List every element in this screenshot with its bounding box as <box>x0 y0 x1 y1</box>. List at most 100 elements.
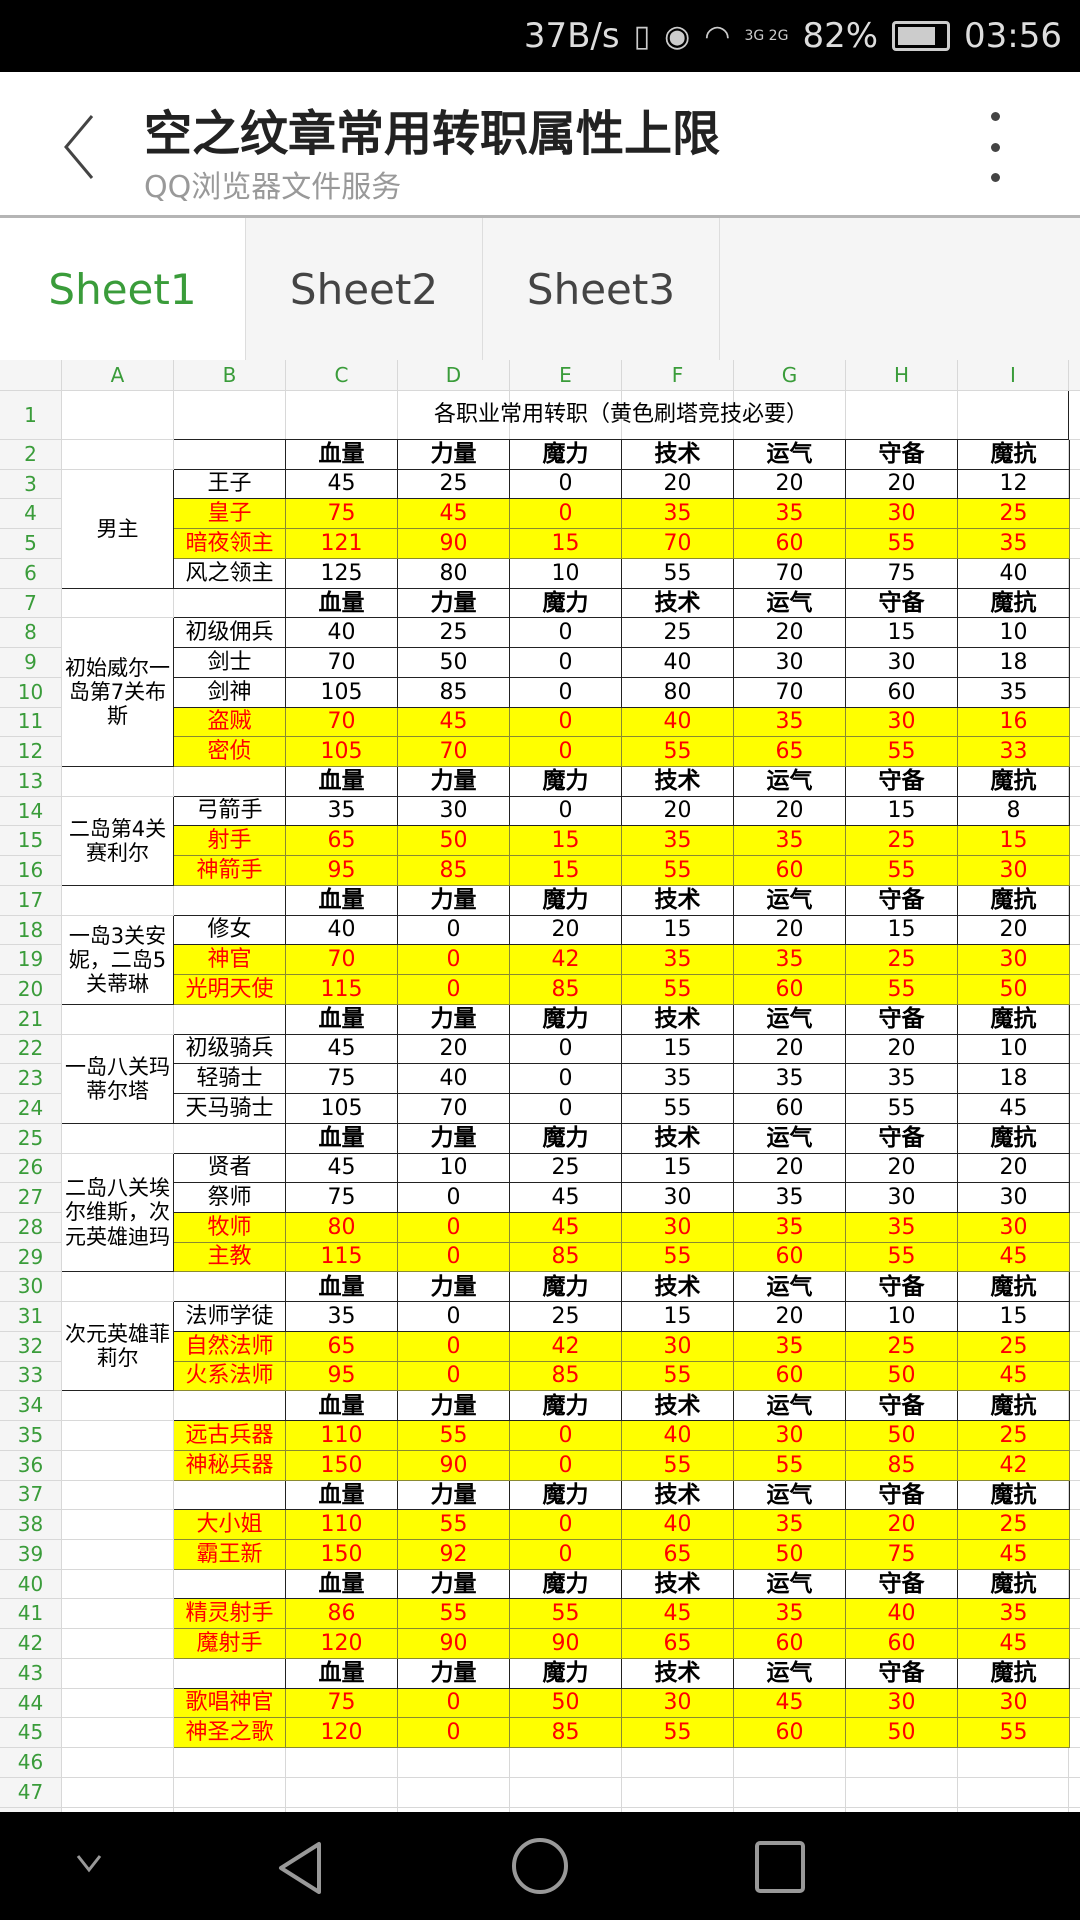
stat-value-cell[interactable]: 60 <box>734 1629 846 1659</box>
stat-value-cell[interactable]: 65 <box>286 1331 398 1362</box>
stat-header-cell[interactable]: 力量 <box>398 767 510 797</box>
stat-value-cell[interactable]: 75 <box>286 1183 398 1213</box>
stat-value-cell[interactable]: 30 <box>846 707 958 738</box>
row-header[interactable]: 33 <box>0 1361 62 1392</box>
grid-cell[interactable] <box>62 1688 174 1719</box>
stat-header-cell[interactable]: 血量 <box>286 440 398 470</box>
stat-value-cell[interactable]: 35 <box>734 1183 846 1213</box>
grid-cell[interactable] <box>62 391 174 440</box>
stat-value-cell[interactable]: 20 <box>734 796 846 827</box>
blank-label-cell[interactable] <box>174 588 286 619</box>
grid-cell[interactable] <box>958 1777 1069 1808</box>
stat-header-cell[interactable]: 魔抗 <box>958 1004 1070 1035</box>
grid-cell[interactable] <box>1069 1659 1080 1689</box>
stat-value-cell[interactable]: 42 <box>958 1450 1070 1481</box>
stat-value-cell[interactable]: 35 <box>846 1064 958 1095</box>
grid-cell[interactable] <box>734 1777 846 1808</box>
stat-header-cell[interactable]: 力量 <box>398 1569 510 1600</box>
stat-header-cell[interactable]: 魔抗 <box>958 1480 1070 1511</box>
stat-header-cell[interactable]: 技术 <box>622 1658 734 1689</box>
class-name-cell[interactable]: 初级佣兵 <box>174 618 286 649</box>
stat-header-cell[interactable]: 血量 <box>286 1658 398 1689</box>
stat-header-cell[interactable]: 血量 <box>286 885 398 916</box>
stat-value-cell[interactable]: 50 <box>958 975 1070 1005</box>
stat-value-cell[interactable]: 10 <box>958 618 1070 649</box>
stat-value-cell[interactable]: 105 <box>286 677 398 708</box>
stat-value-cell[interactable]: 105 <box>286 1094 398 1124</box>
stat-header-cell[interactable]: 力量 <box>398 1272 510 1303</box>
stat-value-cell[interactable]: 0 <box>398 975 510 1005</box>
stat-value-cell[interactable]: 60 <box>734 1242 846 1273</box>
grid-cell[interactable] <box>1069 767 1080 797</box>
stat-value-cell[interactable]: 0 <box>398 1183 510 1213</box>
grid-cell[interactable] <box>1069 1094 1080 1124</box>
stat-header-cell[interactable]: 守备 <box>846 588 958 619</box>
stat-value-cell[interactable]: 120 <box>286 1718 398 1749</box>
stat-value-cell[interactable]: 60 <box>734 856 846 886</box>
stat-header-cell[interactable]: 魔力 <box>510 1391 622 1422</box>
stat-value-cell[interactable]: 70 <box>734 677 846 708</box>
stat-value-cell[interactable]: 85 <box>510 1242 622 1273</box>
stat-value-cell[interactable]: 15 <box>510 529 622 559</box>
stat-value-cell[interactable]: 0 <box>510 1064 622 1095</box>
stat-value-cell[interactable]: 30 <box>846 1183 958 1213</box>
corner-cell[interactable] <box>0 360 62 391</box>
stat-value-cell[interactable]: 45 <box>510 1212 622 1243</box>
stat-value-cell[interactable]: 0 <box>398 1302 510 1332</box>
row-header[interactable]: 5 <box>0 529 62 559</box>
grid-cell[interactable] <box>62 1421 174 1451</box>
class-name-cell[interactable]: 初级骑兵 <box>174 1034 286 1065</box>
sheet-title-cell[interactable]: 各职业常用转职（黄色刷塔竞技必要） <box>174 391 1069 440</box>
grid-cell[interactable] <box>1069 1570 1080 1600</box>
stat-value-cell[interactable]: 55 <box>398 1599 510 1630</box>
row-header[interactable]: 28 <box>0 1212 62 1243</box>
stat-value-cell[interactable]: 25 <box>846 945 958 976</box>
class-name-cell[interactable]: 射手 <box>174 826 286 857</box>
stat-value-cell[interactable]: 45 <box>622 1599 734 1630</box>
stat-value-cell[interactable]: 85 <box>846 1450 958 1481</box>
stat-header-cell[interactable]: 血量 <box>286 1569 398 1600</box>
stat-value-cell[interactable]: 35 <box>734 707 846 738</box>
row-header[interactable]: 12 <box>0 737 62 768</box>
group-label-cell[interactable]: 一岛八关玛蒂尔塔 <box>62 1034 174 1124</box>
stat-value-cell[interactable]: 35 <box>622 1064 734 1095</box>
class-name-cell[interactable]: 皇子 <box>174 499 286 530</box>
grid-cell[interactable] <box>1069 1778 1080 1808</box>
group-label-cell[interactable]: 男主 <box>62 469 174 589</box>
stat-value-cell[interactable]: 50 <box>846 1421 958 1451</box>
stat-value-cell[interactable]: 30 <box>958 945 1070 976</box>
class-name-cell[interactable]: 神秘兵器 <box>174 1450 286 1481</box>
class-name-cell[interactable]: 修女 <box>174 915 286 946</box>
stat-header-cell[interactable]: 魔力 <box>510 588 622 619</box>
stat-header-cell[interactable]: 守备 <box>846 1658 958 1689</box>
stat-value-cell[interactable]: 30 <box>398 796 510 827</box>
stat-value-cell[interactable]: 25 <box>958 1510 1070 1540</box>
stat-value-cell[interactable]: 0 <box>398 1331 510 1362</box>
stat-header-cell[interactable]: 魔抗 <box>958 1272 1070 1303</box>
stat-value-cell[interactable]: 10 <box>510 558 622 589</box>
grid-cell[interactable] <box>1069 1213 1080 1243</box>
stat-value-cell[interactable]: 0 <box>398 945 510 976</box>
class-name-cell[interactable]: 天马骑士 <box>174 1094 286 1124</box>
stat-value-cell[interactable]: 15 <box>622 1302 734 1332</box>
stat-value-cell[interactable]: 55 <box>398 1510 510 1540</box>
stat-value-cell[interactable]: 55 <box>846 529 958 559</box>
stat-value-cell[interactable]: 95 <box>286 1361 398 1392</box>
class-name-cell[interactable]: 自然法师 <box>174 1331 286 1362</box>
row-header[interactable]: 19 <box>0 945 62 976</box>
stat-value-cell[interactable]: 20 <box>734 915 846 946</box>
stat-header-cell[interactable]: 守备 <box>846 1123 958 1154</box>
grid-cell[interactable] <box>62 767 174 797</box>
grid-cell[interactable] <box>1069 1272 1080 1303</box>
grid-cell[interactable] <box>62 1540 174 1570</box>
stat-value-cell[interactable]: 0 <box>510 707 622 738</box>
stat-value-cell[interactable]: 25 <box>510 1302 622 1332</box>
grid-cell[interactable] <box>1069 1421 1080 1451</box>
grid-cell[interactable] <box>1069 618 1080 649</box>
stat-value-cell[interactable]: 85 <box>510 1361 622 1392</box>
stat-value-cell[interactable]: 55 <box>846 737 958 768</box>
stat-header-cell[interactable]: 魔力 <box>510 1272 622 1303</box>
row-header[interactable]: 47 <box>0 1777 62 1808</box>
stat-value-cell[interactable]: 30 <box>958 1183 1070 1213</box>
stat-value-cell[interactable]: 80 <box>622 677 734 708</box>
